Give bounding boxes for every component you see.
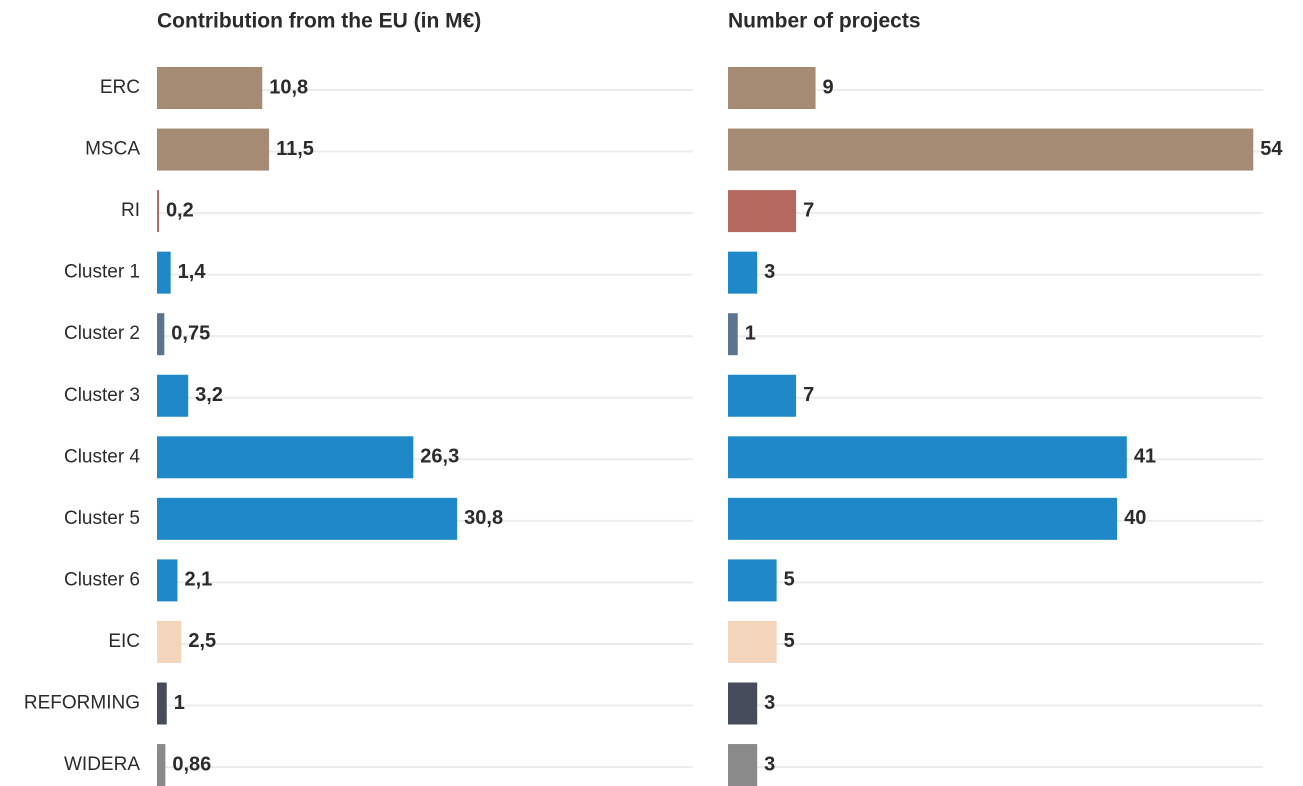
value-label: 5 bbox=[784, 630, 795, 652]
value-label: 30,8 bbox=[464, 507, 503, 529]
y-tick-label: Cluster 3 bbox=[64, 385, 140, 406]
value-label: 0,2 bbox=[166, 199, 194, 221]
bar bbox=[728, 190, 797, 233]
bar bbox=[728, 313, 738, 356]
y-tick-label: REFORMING bbox=[24, 693, 140, 714]
value-label: 11,5 bbox=[276, 138, 314, 160]
bar bbox=[157, 251, 171, 294]
bar bbox=[728, 744, 758, 786]
y-tick-label: Cluster 6 bbox=[64, 569, 140, 590]
bar bbox=[157, 313, 165, 356]
y-tick-label: RI bbox=[121, 200, 140, 221]
bar bbox=[728, 67, 816, 109]
chart-title: Contribution from the EU (in M€) bbox=[157, 10, 481, 33]
value-label: 2,1 bbox=[184, 569, 212, 591]
value-label: 0,86 bbox=[172, 753, 211, 775]
chart-title: Number of projects bbox=[728, 10, 921, 33]
y-tick-label: Cluster 5 bbox=[64, 508, 140, 529]
value-label: 3 bbox=[764, 753, 775, 775]
value-label: 40 bbox=[1124, 507, 1146, 529]
value-label: 2,5 bbox=[188, 630, 216, 652]
bar bbox=[728, 128, 1254, 171]
bar bbox=[728, 682, 758, 725]
value-label: 7 bbox=[803, 199, 814, 221]
bar bbox=[157, 682, 167, 725]
bar bbox=[728, 251, 758, 294]
bar bbox=[157, 374, 189, 417]
value-label: 7 bbox=[803, 384, 814, 406]
value-label: 3,2 bbox=[195, 384, 223, 406]
y-tick-label: WIDERA bbox=[64, 754, 140, 775]
value-label: 1,4 bbox=[178, 261, 207, 283]
value-label: 3 bbox=[764, 692, 775, 714]
y-tick-label: Cluster 4 bbox=[64, 446, 140, 467]
bar bbox=[157, 190, 159, 233]
bar bbox=[157, 497, 458, 540]
value-label: 1 bbox=[174, 692, 185, 714]
y-tick-label: Cluster 2 bbox=[64, 323, 140, 344]
value-label: 3 bbox=[764, 261, 775, 283]
value-label: 0,75 bbox=[171, 322, 210, 344]
value-label: 10,8 bbox=[269, 76, 308, 98]
bar bbox=[157, 67, 263, 109]
value-label: 26,3 bbox=[420, 446, 459, 468]
y-tick-label: MSCA bbox=[85, 139, 140, 160]
y-tick-label: EIC bbox=[108, 631, 140, 652]
bar bbox=[728, 374, 797, 417]
bar bbox=[157, 620, 182, 663]
value-label: 41 bbox=[1134, 446, 1156, 468]
bar bbox=[728, 559, 777, 602]
bar bbox=[157, 128, 270, 171]
y-tick-label: Cluster 1 bbox=[64, 262, 140, 283]
value-label: 1 bbox=[745, 322, 756, 344]
y-tick-label: ERC bbox=[100, 77, 140, 98]
bar bbox=[157, 559, 178, 602]
bar bbox=[728, 620, 777, 663]
bar bbox=[728, 436, 1127, 479]
bar bbox=[157, 436, 414, 479]
value-label: 5 bbox=[784, 569, 795, 591]
bar bbox=[157, 744, 166, 786]
bar bbox=[728, 497, 1118, 540]
value-label: 54 bbox=[1260, 138, 1283, 160]
value-label: 9 bbox=[823, 76, 834, 98]
